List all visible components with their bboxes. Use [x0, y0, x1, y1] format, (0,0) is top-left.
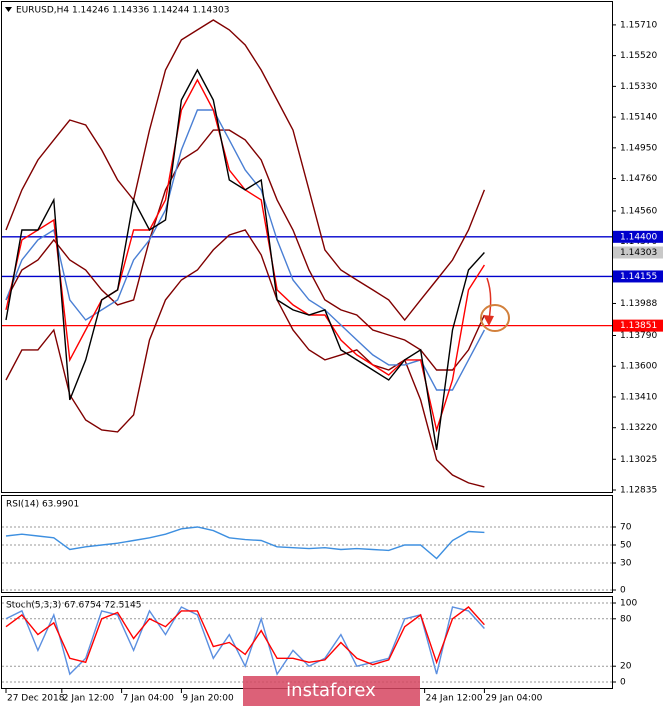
level-label: 1.14155 [620, 272, 657, 282]
y-tick-label: 1.15520 [620, 51, 657, 61]
x-tick-label: 27 Dec 2018 [7, 694, 65, 704]
watermark: instaforex [286, 680, 376, 701]
x-tick-label: 24 Jan 12:00 [426, 694, 483, 704]
y-tick-label: 30 [620, 559, 632, 569]
series-line [5, 19, 486, 322]
rsi-panel [1, 495, 613, 593]
highlight-circle [480, 304, 510, 332]
series-line [5, 526, 485, 560]
y-tick-label: 20 [620, 662, 632, 672]
y-tick-label: 1.13790 [620, 331, 657, 341]
y-tick-label: 1.14950 [620, 143, 657, 153]
last-price-box [613, 246, 663, 259]
x-tick-label: 7 Jan 04:00 [123, 694, 175, 704]
y-tick-label: 0 [620, 678, 626, 688]
y-tick-label: 50 [620, 541, 632, 551]
last-price-label: 1.14303 [620, 248, 657, 258]
y-tick-label: 1.13988 [620, 299, 657, 309]
series-line [5, 606, 485, 676]
level-box [613, 270, 663, 283]
level-box [613, 319, 663, 332]
y-tick-label: 1.14760 [620, 174, 657, 184]
menu-icon [5, 7, 12, 12]
y-tick-label: 80 [620, 614, 632, 624]
y-tick-label: 1.13600 [620, 362, 657, 372]
arrow-head [483, 315, 494, 326]
y-tick-label: 70 [620, 523, 632, 533]
level-label: 1.14400 [620, 232, 657, 242]
watermark-box [243, 676, 420, 706]
y-tick-label: 1.14560 [620, 206, 657, 216]
x-tick-label: 29 Jan 04:00 [485, 694, 542, 704]
x-tick-label: 2 Jan 12:00 [63, 694, 115, 704]
series-line [5, 129, 486, 371]
y-tick-label: 1.15330 [620, 82, 657, 92]
y-tick-label: 1.13410 [620, 392, 657, 402]
chart-title: EURUSD,H4 1.14246 1.14336 1.14244 1.1430… [16, 6, 229, 16]
y-tick-label: 1.13220 [620, 423, 657, 433]
series-line [5, 606, 485, 666]
y-tick-label: 0 [620, 586, 626, 596]
marks: 1.15710 1.15520 1.15330 1.15140 1.14950 1.147… [2, 19, 663, 704]
series-line [5, 68, 485, 451]
stoch-title: Stoch(5,3,3) 67.6754 72.5145 [6, 601, 141, 611]
series-line [5, 109, 486, 391]
y-tick-label: 1.13025 [620, 455, 657, 465]
y-tick-label: 100 [620, 599, 637, 609]
y-tick-label: 1.12835 [620, 486, 657, 496]
x-tick-label: 9 Jan 20:00 [182, 694, 234, 704]
y-tick-label: 1.15710 [620, 20, 657, 30]
level-box [613, 230, 663, 243]
rsi-title: RSI(14) 63.9901 [6, 500, 79, 510]
level-label: 1.13851 [620, 321, 657, 331]
main-panel [1, 1, 613, 493]
y-tick-label: 1.15140 [620, 113, 657, 123]
